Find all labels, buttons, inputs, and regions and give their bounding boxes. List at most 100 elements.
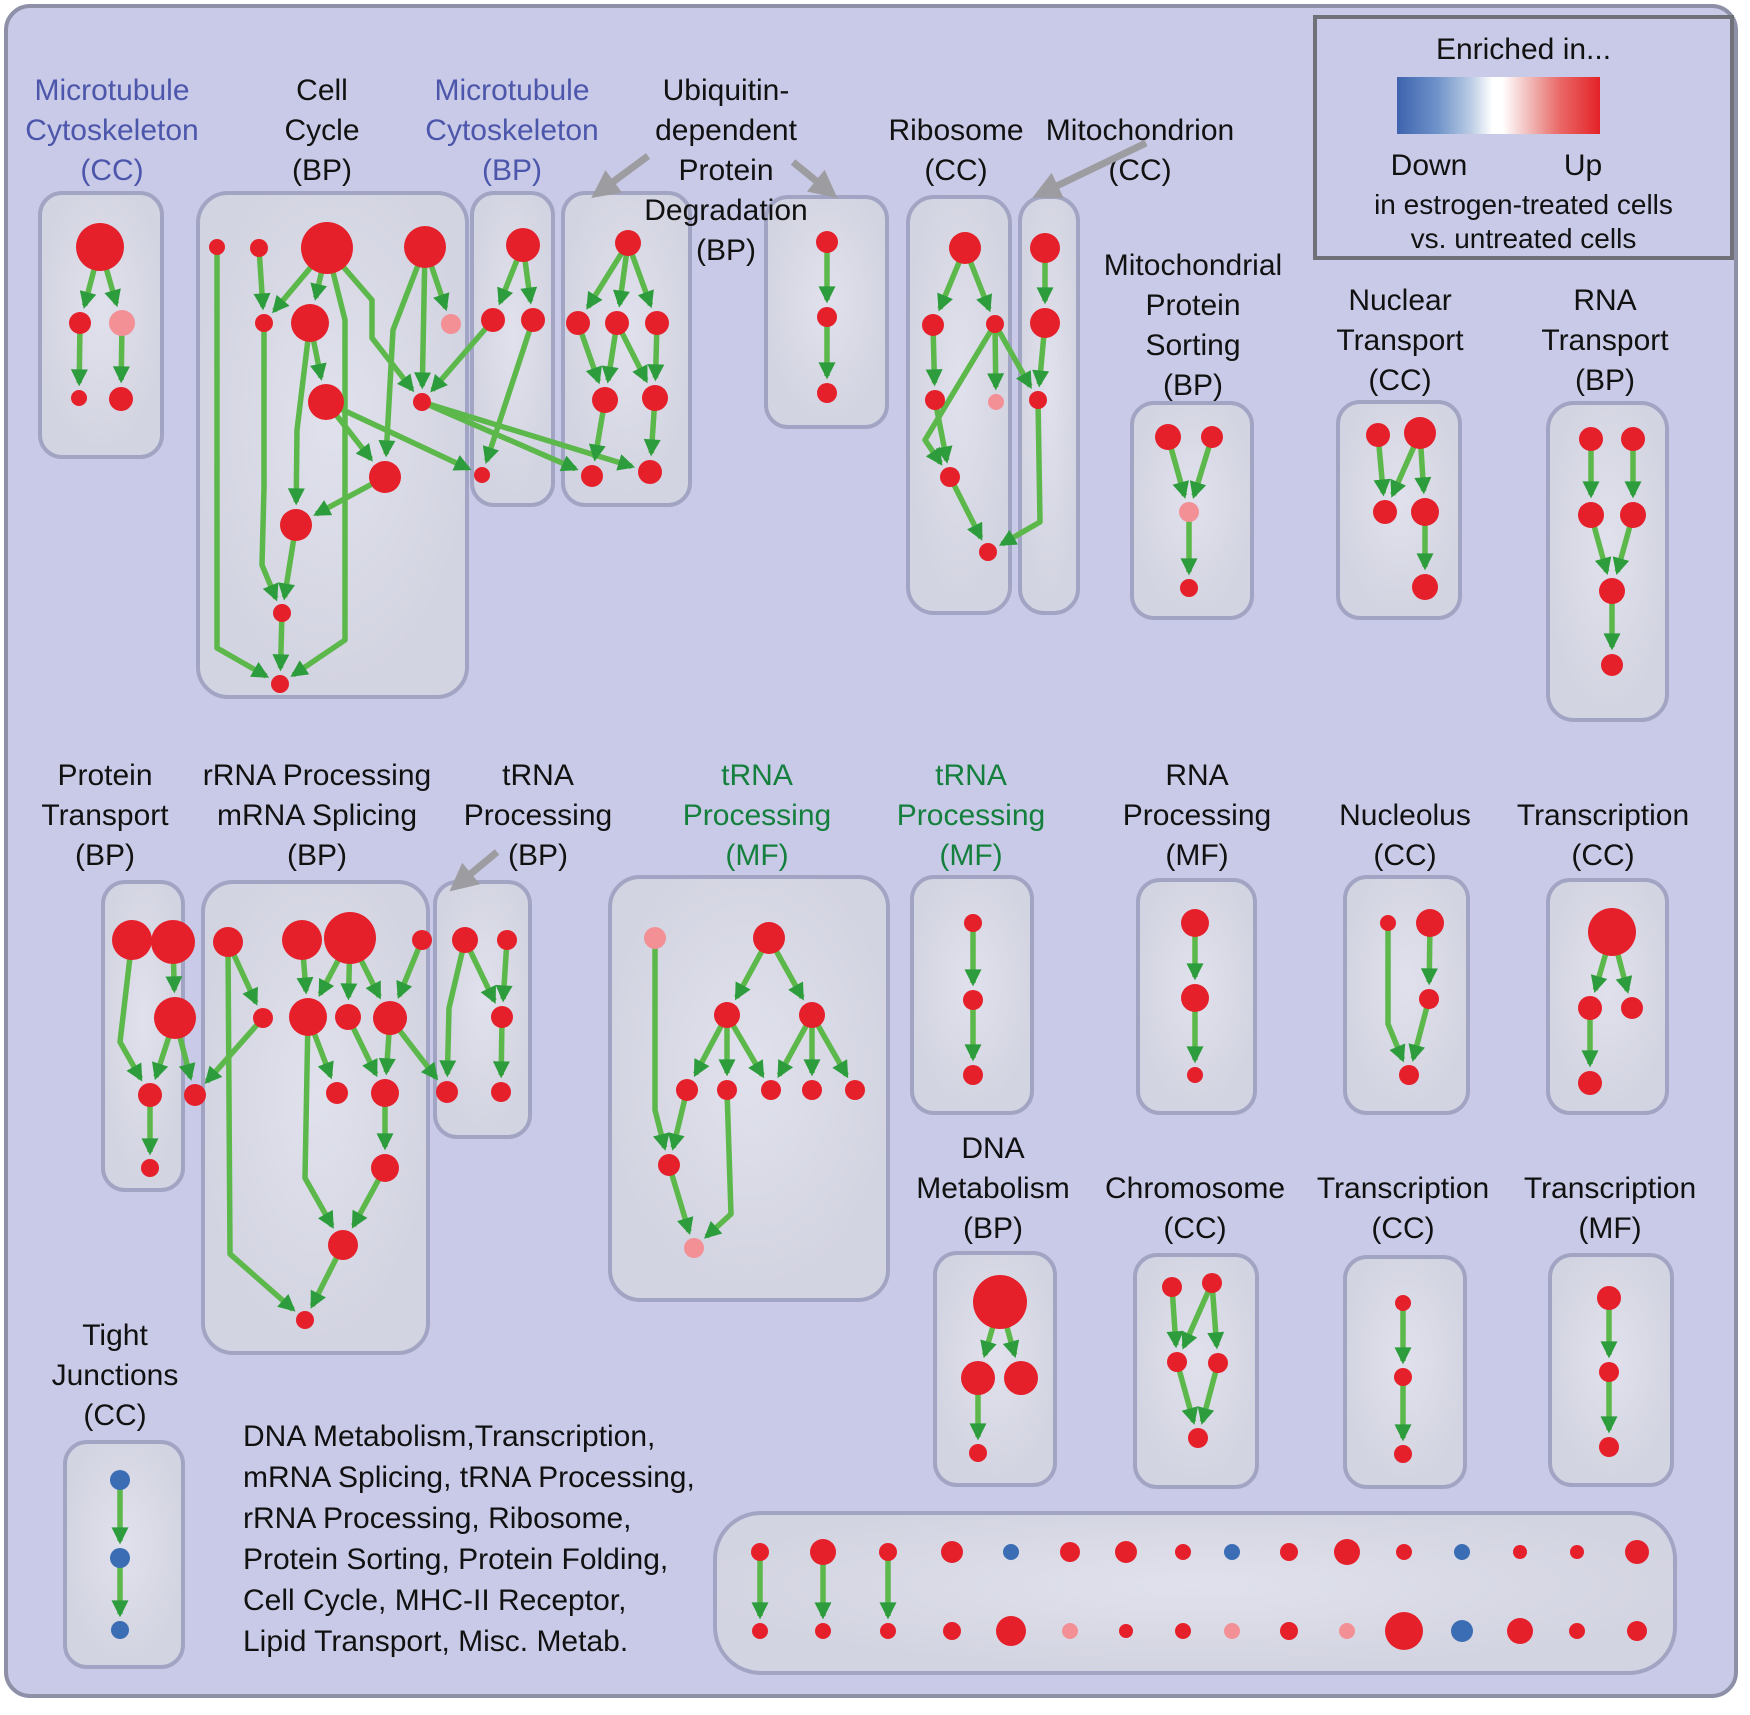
label-mitochondrial-protein-sorting-bp: Mitochondrial Protein Sorting (BP) xyxy=(1104,249,1282,402)
microtubule-bp-box xyxy=(470,191,555,507)
node-m2 xyxy=(753,922,785,954)
label-tight-junctions-cc: Tight Junctions (CC) xyxy=(52,1319,179,1432)
label-rna-transport-bp: RNA Transport (BP) xyxy=(1541,284,1669,397)
node-j4 xyxy=(1620,502,1646,528)
node-zt14 xyxy=(1513,1545,1527,1559)
node-r8 xyxy=(373,1001,407,1035)
edge-c5-c12 xyxy=(259,323,279,602)
node-p1 xyxy=(112,920,152,960)
ubiquitin-box xyxy=(561,191,692,507)
edge-M3-R7 xyxy=(998,399,1043,547)
node-e4 xyxy=(1399,1065,1419,1085)
node-R4 xyxy=(925,390,945,410)
label-protein-transport-bp: Protein Transport (BP) xyxy=(41,759,169,872)
node-M3 xyxy=(1029,391,1047,409)
node-t3 xyxy=(111,1621,129,1639)
node-a5 xyxy=(109,387,133,411)
node-c4 xyxy=(404,226,446,268)
node-k5 xyxy=(1188,1428,1208,1448)
node-e3 xyxy=(1419,989,1439,1009)
node-y3 xyxy=(1599,1437,1619,1457)
node-h3 xyxy=(1373,500,1397,524)
node-zt6 xyxy=(1060,1542,1080,1562)
nodes xyxy=(69,222,1649,1650)
node-zb8 xyxy=(1175,1623,1191,1639)
node-r9 xyxy=(326,1082,348,1104)
node-R1 xyxy=(949,232,981,264)
edge-k3-k5 xyxy=(1174,1361,1199,1425)
node-q1 xyxy=(452,927,478,953)
node-c9 xyxy=(413,393,431,411)
edge-m1-m10 xyxy=(652,938,670,1151)
node-m8 xyxy=(802,1080,822,1100)
node-g2 xyxy=(1201,426,1223,448)
node-p3 xyxy=(154,997,196,1039)
label-transcription-mf: Transcription (MF) xyxy=(1524,1172,1696,1245)
legend-color-gradient-bar xyxy=(1397,77,1600,134)
node-b3 xyxy=(521,308,545,332)
node-e1 xyxy=(1380,915,1396,931)
node-zt16 xyxy=(1625,1540,1649,1564)
edge-R3-M3 xyxy=(992,322,1033,390)
edge-q1-q4 xyxy=(439,939,468,1078)
node-t2 xyxy=(110,1548,130,1568)
node-u2 xyxy=(566,311,590,335)
node-s2 xyxy=(963,990,983,1010)
label-trna-processing-bp: tRNA Processing (BP) xyxy=(464,759,612,872)
node-r1 xyxy=(213,927,243,957)
label-microtubule-cytoskeleton-cc: Microtubule Cytoskeleton (CC) xyxy=(25,74,198,187)
node-x2 xyxy=(1394,1368,1412,1386)
label-nucleolus-cc: Nucleolus (CC) xyxy=(1339,799,1471,872)
node-r6 xyxy=(289,998,327,1036)
node-R6 xyxy=(940,467,960,487)
label-chromosome-cc: Chromosome (CC) xyxy=(1105,1172,1285,1245)
edge-b3-b4 xyxy=(482,319,536,465)
label-trna-processing-mf-1: tRNA Processing (MF) xyxy=(683,759,831,872)
node-f3 xyxy=(1621,997,1643,1019)
node-a4 xyxy=(71,390,87,406)
edge-k2-k4 xyxy=(1207,1282,1225,1350)
legend-title: Enriched in... xyxy=(1435,33,1612,66)
node-zb4 xyxy=(943,1622,961,1640)
node-m10 xyxy=(658,1154,680,1176)
edge-c9-u7 xyxy=(420,399,579,472)
node-m11 xyxy=(684,1238,704,1258)
edge-R4-R6 xyxy=(932,399,953,464)
node-v2 xyxy=(817,307,837,327)
node-d1 xyxy=(973,1275,1027,1329)
annotation-line: mRNA Splicing, tRNA Processing, xyxy=(243,1461,695,1494)
node-zb3 xyxy=(880,1623,896,1639)
node-c11 xyxy=(280,509,312,541)
node-k4 xyxy=(1208,1353,1228,1373)
node-a2 xyxy=(69,312,91,334)
label-rna-processing-mf: RNA Processing (MF) xyxy=(1123,759,1271,872)
edge-c12-c13 xyxy=(272,612,290,672)
node-d2 xyxy=(961,1361,995,1395)
edge-k4-k5 xyxy=(1197,1362,1221,1425)
edge-k2-k3 xyxy=(1181,1281,1215,1350)
node-m3 xyxy=(714,1002,740,1028)
node-j1 xyxy=(1579,427,1603,451)
node-zt8 xyxy=(1175,1544,1191,1560)
node-R2 xyxy=(922,314,944,336)
edge-p1-p4 xyxy=(117,939,143,1082)
node-c6 xyxy=(291,304,329,342)
annotation-line: Cell Cycle, MHC-II Receptor, xyxy=(243,1584,627,1617)
legend-up-label: Up xyxy=(1563,149,1603,182)
node-r11 xyxy=(371,1154,399,1182)
node-u7 xyxy=(581,465,603,487)
edge-r6-r12 xyxy=(302,1016,335,1229)
node-zb11 xyxy=(1339,1623,1355,1639)
node-u4 xyxy=(645,311,669,335)
legend: Enriched in... Down Up in estrogen-treat… xyxy=(1313,15,1734,260)
legend-down-label: Down xyxy=(1390,149,1468,182)
node-zb14 xyxy=(1507,1618,1533,1644)
label-pointer-arrow-2 xyxy=(1032,139,1148,199)
node-v1 xyxy=(816,231,838,253)
node-y1 xyxy=(1597,1286,1621,1310)
node-h2 xyxy=(1404,417,1436,449)
node-zb13 xyxy=(1451,1620,1473,1642)
label-dna-metabolism-bp: DNA Metabolism (BP) xyxy=(916,1132,1069,1245)
